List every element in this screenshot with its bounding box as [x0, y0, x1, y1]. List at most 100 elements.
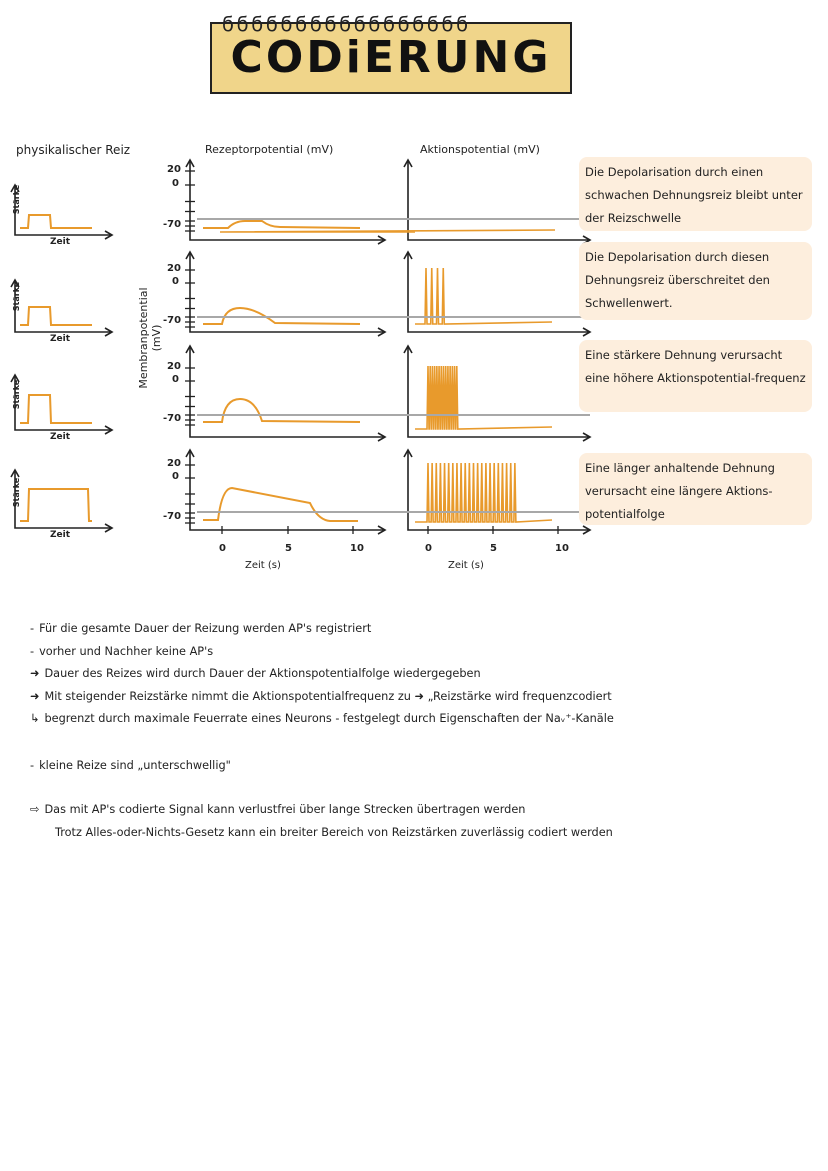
row2-tick-20: 20	[167, 263, 181, 274]
receptor-x-axis-label: Zeit (s)	[245, 560, 281, 571]
row2-tick-m70: -70	[163, 315, 182, 326]
bullet-marker: ➜	[30, 690, 40, 703]
row2-stimulus-y-arrow-icon	[10, 278, 20, 288]
note-line: ➜ Mit steigender Reizstärke nimmt die Akt…	[30, 690, 612, 703]
row3-receptor-y-arrow-icon	[185, 344, 195, 354]
row4-stimulus-y-arrow-icon	[10, 468, 20, 478]
row4-action-axes	[407, 450, 590, 531]
bullet-marker: ↳	[30, 712, 40, 725]
row4-tick-20: 20	[167, 458, 181, 469]
receptor-header: Rezeptorpotential (mV)	[205, 143, 334, 156]
note-2: Die Depolarisation durch diesen Dehnungs…	[579, 242, 812, 320]
row1-stimulus-x-arrow-icon	[104, 230, 114, 240]
row1-receptor-x-arrow-icon	[377, 235, 387, 245]
row3-action-axes	[407, 346, 590, 438]
row3-stimulus-y-arrow-icon	[10, 373, 20, 383]
row3-stimulus-trace	[20, 394, 92, 424]
bullet-marker: -	[30, 645, 35, 658]
action-header: Aktionspotential (mV)	[420, 143, 540, 156]
row2-stimulus-y-label: Stärke	[12, 281, 22, 312]
row3-action-trace	[415, 365, 553, 430]
stimulus-header: physikalischer Reiz	[16, 143, 131, 157]
row4-receptor-y-arrow-icon	[185, 448, 195, 458]
bullet-marker: -	[30, 622, 35, 635]
note-text: Dauer des Reizes wird durch Dauer der Ak…	[44, 667, 481, 680]
row3-receptor-trace	[203, 397, 361, 423]
note-line: - kleine Reize sind „unterschwellig"	[30, 759, 231, 772]
row4-receptor-x-arrow-icon	[377, 525, 387, 535]
bullet-marker: ➜	[30, 667, 40, 680]
receptor-x-tick-label: 10	[350, 543, 364, 554]
row4-stimulus-y-label: Stärke	[12, 477, 22, 508]
row1-tick-0: 0	[172, 178, 179, 189]
title-banner	[210, 22, 572, 94]
row3-tick-m70: -70	[163, 413, 182, 424]
note-text: vorher und Nachher keine AP's	[39, 645, 214, 658]
note-4: Eine länger anhaltende Dehnung verursach…	[579, 453, 812, 525]
row4-stimulus-trace	[20, 488, 92, 522]
row1-action-y-arrow-icon	[403, 158, 413, 168]
row1-action-axes	[407, 160, 590, 241]
row3-tick-0: 0	[172, 374, 179, 385]
action-x-tick-label: 10	[555, 543, 569, 554]
note-1: Die Depolarisation durch einen schwachen…	[579, 157, 812, 231]
row4-stimulus-x-arrow-icon	[104, 523, 114, 533]
row3-receptor-axes	[189, 346, 385, 438]
row2-receptor-y-arrow-icon	[185, 250, 195, 260]
row1-action-trace	[219, 229, 556, 233]
row4-action-x-arrow-icon	[582, 525, 592, 535]
diagram-canvas	[10, 158, 592, 535]
note-3: Eine stärkere Dehnung verursacht eine hö…	[579, 340, 812, 412]
note-text: Das mit AP's codierte Signal kann verlus…	[44, 803, 526, 816]
row2-stimulus-x-arrow-icon	[104, 327, 114, 337]
row3-action-y-arrow-icon	[403, 344, 413, 354]
row2-stimulus-x-label: Zeit	[50, 334, 71, 344]
row3-tick-20: 20	[167, 361, 181, 372]
row3-receptor-x-arrow-icon	[377, 432, 387, 442]
row3-stimulus-x-label: Zeit	[50, 432, 71, 442]
action-x-tick-label: 0	[425, 543, 432, 554]
row2-action-trace	[415, 267, 553, 325]
row2-action-y-arrow-icon	[403, 250, 413, 260]
row2-receptor-x-arrow-icon	[377, 327, 387, 337]
row3-stimulus-x-arrow-icon	[104, 425, 114, 435]
action-x-axis-label: Zeit (s)	[448, 560, 484, 571]
row1-receptor-y-arrow-icon	[185, 158, 195, 168]
row3-stimulus-y-label: Stärke	[12, 379, 22, 410]
receptor-x-tick-label: 0	[219, 543, 226, 554]
row4-receptor-trace	[203, 486, 358, 522]
row2-action-axes	[407, 252, 590, 333]
row4-stimulus-axes	[14, 470, 112, 529]
bullet-marker: ⇨	[30, 803, 40, 816]
row2-receptor-axes	[189, 252, 385, 333]
note-line: ↳ begrenzt durch maximale Feuerrate eines…	[30, 712, 614, 725]
row4-action-y-arrow-icon	[403, 448, 413, 458]
row2-stimulus-trace	[20, 306, 92, 326]
row4-stimulus-x-label: Zeit	[50, 530, 71, 540]
row2-action-x-arrow-icon	[582, 327, 592, 337]
notebook-spiral-icon: ϭϭϭϭϭϭϭϭϭϭϭϭϭϭϭϭϭ	[222, 12, 471, 36]
row1-stimulus-axes	[14, 185, 112, 236]
row1-stimulus-y-label: Stärke	[12, 184, 22, 215]
row2-tick-0: 0	[172, 276, 179, 287]
action-x-tick-label: 5	[490, 543, 497, 554]
row1-receptor-axes	[189, 160, 385, 241]
note-text: Für die gesamte Dauer der Reizung werden…	[39, 622, 372, 635]
note-text: kleine Reize sind „unterschwellig"	[39, 759, 231, 772]
row4-tick-0: 0	[172, 471, 179, 482]
row1-stimulus-trace	[20, 214, 92, 229]
note-text: Mit steigender Reizstärke nimmt die Akti…	[44, 690, 612, 703]
row4-receptor-axes	[189, 450, 385, 531]
row1-receptor-trace	[203, 220, 361, 229]
row3-action-x-arrow-icon	[582, 432, 592, 442]
row4-action-trace	[415, 462, 553, 523]
row2-stimulus-axes	[14, 280, 112, 333]
page-title: CODiERUNG	[230, 32, 552, 83]
note-line: - vorher und Nachher keine AP's	[30, 645, 213, 658]
row3-stimulus-axes	[14, 375, 112, 431]
row1-tick-20: 20	[167, 164, 181, 175]
note-text: begrenzt durch maximale Feuerrate eines …	[44, 712, 614, 725]
row4-tick-m70: -70	[163, 511, 182, 522]
note-text: Trotz Alles-oder-Nichts-Gesetz kann ein …	[55, 826, 613, 839]
row1-tick-m70: -70	[163, 219, 182, 230]
